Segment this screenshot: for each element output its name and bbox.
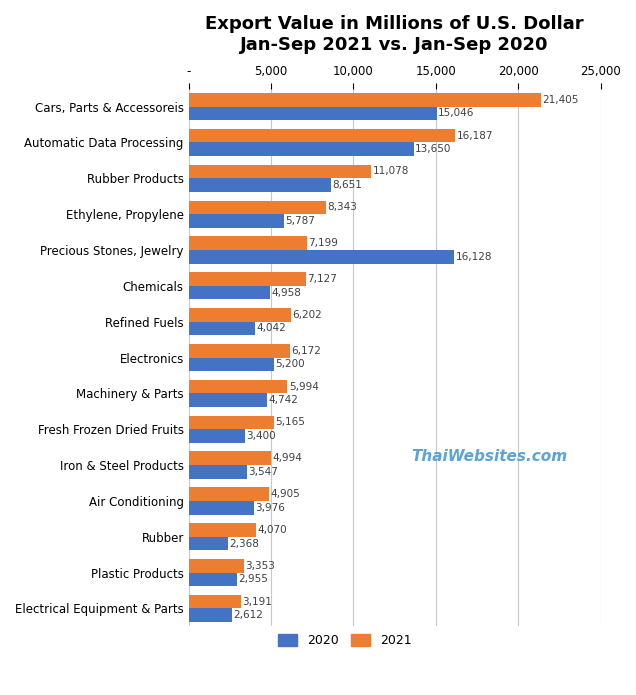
Text: 3,976: 3,976 [256, 502, 286, 513]
Bar [189, 236, 307, 250]
Bar [189, 214, 284, 228]
Text: 4,070: 4,070 [257, 525, 287, 535]
Bar [189, 129, 455, 142]
Text: 4,742: 4,742 [268, 395, 298, 405]
Bar [189, 559, 244, 573]
Text: 5,200: 5,200 [275, 359, 305, 369]
Bar [189, 106, 436, 120]
Bar [189, 308, 291, 322]
Text: 11,078: 11,078 [373, 167, 409, 177]
Bar [189, 501, 254, 514]
Text: 5,994: 5,994 [289, 382, 319, 391]
Bar [189, 608, 232, 622]
Bar [189, 179, 331, 192]
Text: 6,172: 6,172 [292, 345, 322, 356]
Text: 15,046: 15,046 [438, 108, 474, 118]
Text: 2,368: 2,368 [229, 539, 259, 548]
Bar [189, 142, 413, 156]
Bar [189, 286, 270, 300]
Bar [189, 430, 245, 443]
Text: 3,353: 3,353 [245, 561, 275, 571]
Bar [189, 537, 228, 550]
Text: 16,128: 16,128 [456, 252, 492, 262]
Text: ThaiWebsites.com: ThaiWebsites.com [411, 450, 567, 464]
Text: 8,343: 8,343 [328, 202, 357, 213]
Title: Export Value in Millions of U.S. Dollar
Jan-Sep 2021 vs. Jan-Sep 2020: Export Value in Millions of U.S. Dollar … [205, 15, 584, 54]
Text: 6,202: 6,202 [292, 310, 322, 320]
Bar [189, 357, 274, 371]
Bar [189, 379, 287, 393]
Bar [189, 487, 270, 501]
Bar [189, 250, 454, 263]
Bar [189, 344, 290, 357]
Text: 16,187: 16,187 [457, 131, 493, 140]
Text: 7,199: 7,199 [308, 238, 338, 248]
Bar [189, 165, 371, 179]
Text: 13,650: 13,650 [415, 145, 452, 154]
Bar [189, 393, 266, 407]
Text: 3,547: 3,547 [249, 467, 279, 477]
Text: 3,191: 3,191 [242, 596, 272, 607]
Bar [189, 573, 237, 586]
Bar [189, 322, 255, 335]
Bar [189, 595, 241, 608]
Text: 4,958: 4,958 [272, 288, 301, 297]
Bar [189, 465, 247, 479]
Text: 5,787: 5,787 [286, 216, 315, 226]
Bar [189, 93, 541, 106]
Text: 8,651: 8,651 [333, 180, 363, 190]
Text: 4,042: 4,042 [256, 323, 286, 334]
Text: 3,400: 3,400 [246, 431, 275, 441]
Text: 5,165: 5,165 [275, 418, 305, 427]
Legend: 2020, 2021: 2020, 2021 [273, 630, 417, 653]
Bar [189, 201, 326, 214]
Bar [189, 272, 306, 286]
Text: 4,905: 4,905 [271, 489, 301, 499]
Bar [189, 416, 273, 430]
Text: 2,612: 2,612 [233, 610, 263, 620]
Bar [189, 523, 256, 537]
Text: 7,127: 7,127 [307, 274, 337, 284]
Text: 2,955: 2,955 [238, 574, 268, 584]
Text: 4,994: 4,994 [272, 453, 302, 464]
Bar [189, 452, 271, 465]
Text: 21,405: 21,405 [543, 95, 579, 105]
